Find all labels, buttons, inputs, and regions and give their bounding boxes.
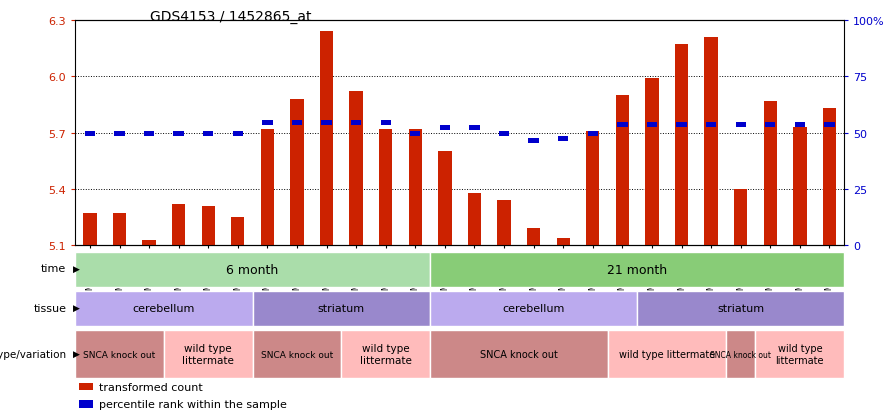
Bar xyxy=(439,126,450,131)
Bar xyxy=(607,330,726,378)
Bar xyxy=(558,136,568,141)
Bar xyxy=(173,132,184,137)
Bar xyxy=(85,132,95,137)
Bar xyxy=(527,229,540,246)
Text: 21 month: 21 month xyxy=(607,263,667,276)
Bar xyxy=(529,139,539,144)
Text: genotype/variation: genotype/variation xyxy=(0,349,66,359)
Bar xyxy=(674,45,688,246)
Text: wild type
littermate: wild type littermate xyxy=(360,343,412,365)
Bar xyxy=(253,291,431,326)
Bar xyxy=(498,201,511,246)
Bar xyxy=(735,122,746,127)
Bar xyxy=(765,122,775,127)
Bar xyxy=(75,330,164,378)
Bar xyxy=(79,383,93,391)
Text: transformed count: transformed count xyxy=(99,382,202,392)
Bar xyxy=(431,330,607,378)
Bar xyxy=(320,32,333,246)
Bar xyxy=(617,122,628,127)
Bar xyxy=(253,330,341,378)
Bar xyxy=(349,92,362,246)
Bar xyxy=(616,96,629,246)
Bar xyxy=(83,214,96,246)
Bar xyxy=(232,132,243,137)
Bar xyxy=(261,129,274,246)
Bar xyxy=(232,218,245,246)
Bar xyxy=(431,252,844,287)
Bar xyxy=(706,122,716,127)
Text: SNCA knock out: SNCA knock out xyxy=(261,350,333,358)
Bar xyxy=(557,238,570,246)
Bar xyxy=(79,401,93,408)
Bar xyxy=(637,291,844,326)
Text: striatum: striatum xyxy=(317,304,365,314)
Text: time: time xyxy=(41,263,66,273)
Text: striatum: striatum xyxy=(717,304,765,314)
Text: wild type
littermate: wild type littermate xyxy=(775,343,824,365)
Text: cerebellum: cerebellum xyxy=(133,304,195,314)
Bar xyxy=(468,193,481,246)
Bar xyxy=(263,121,272,126)
Bar xyxy=(202,206,215,246)
Text: cerebellum: cerebellum xyxy=(502,304,565,314)
Text: 6 month: 6 month xyxy=(226,263,278,276)
Bar xyxy=(823,109,836,246)
Bar xyxy=(734,190,747,246)
Bar xyxy=(824,122,834,127)
Text: ▶: ▶ xyxy=(72,349,80,358)
Bar xyxy=(341,330,431,378)
Bar xyxy=(645,79,659,246)
Bar xyxy=(164,330,253,378)
Bar xyxy=(408,129,422,246)
Bar xyxy=(431,291,637,326)
Bar xyxy=(410,132,421,137)
Bar xyxy=(756,330,844,378)
Text: tissue: tissue xyxy=(34,303,66,313)
Bar xyxy=(438,152,452,246)
Text: SNCA knock out: SNCA knock out xyxy=(480,349,558,359)
Bar xyxy=(469,126,480,131)
Text: wild type littermate: wild type littermate xyxy=(619,349,715,359)
Text: percentile rank within the sample: percentile rank within the sample xyxy=(99,399,286,409)
Bar xyxy=(75,252,431,287)
Bar xyxy=(499,132,509,137)
Bar xyxy=(290,100,303,246)
Bar xyxy=(726,330,756,378)
Bar xyxy=(144,132,155,137)
Bar xyxy=(705,38,718,246)
Bar xyxy=(351,121,362,126)
Bar xyxy=(793,128,806,246)
Text: SNCA knock out: SNCA knock out xyxy=(83,350,156,358)
Bar xyxy=(113,214,126,246)
Text: ▶: ▶ xyxy=(72,264,80,273)
Text: wild type
littermate: wild type littermate xyxy=(182,343,234,365)
Bar xyxy=(172,204,186,246)
Text: ▶: ▶ xyxy=(72,304,80,313)
Bar xyxy=(114,132,125,137)
Bar xyxy=(586,131,599,246)
Bar xyxy=(142,240,156,246)
Bar xyxy=(795,122,805,127)
Bar xyxy=(764,101,777,246)
Bar xyxy=(588,132,598,137)
Bar xyxy=(322,121,332,126)
Text: GDS4153 / 1452865_at: GDS4153 / 1452865_at xyxy=(150,10,312,24)
Bar xyxy=(292,121,302,126)
Bar xyxy=(379,129,392,246)
Bar xyxy=(203,132,213,137)
Bar xyxy=(676,122,687,127)
Text: SNCA knock out: SNCA knock out xyxy=(710,350,771,358)
Bar xyxy=(647,122,657,127)
Bar xyxy=(380,121,391,126)
Bar xyxy=(75,291,253,326)
